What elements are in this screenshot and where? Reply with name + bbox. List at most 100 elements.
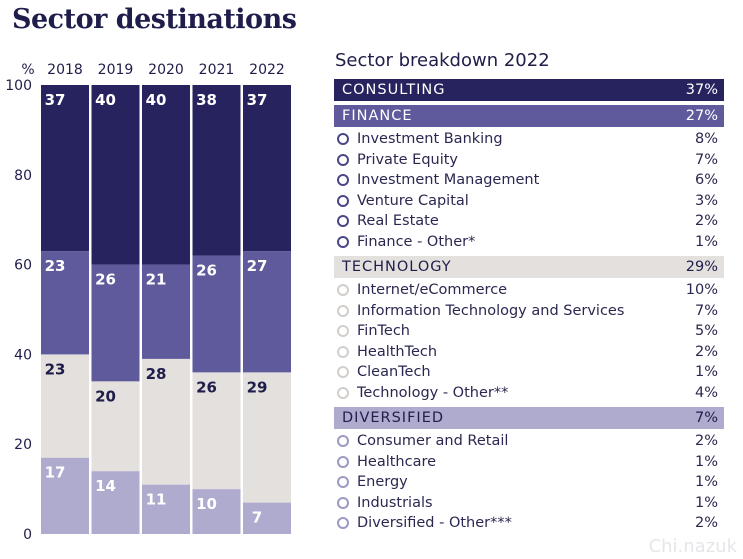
list-item: Finance - Other* 1% xyxy=(334,232,724,253)
bar-data-label: 28 xyxy=(146,365,167,383)
item-name: Investment Banking xyxy=(357,131,503,148)
bar-data-label: 20 xyxy=(95,387,116,405)
circle-bullet-icon xyxy=(337,284,349,297)
sector-section: TECHNOLOGY 29% Internet/eCommerce 10% Inform… xyxy=(334,256,724,403)
item-name: Venture Capital xyxy=(357,192,469,209)
sector-header-percent: 29% xyxy=(685,259,718,275)
bar-segment xyxy=(142,484,190,534)
list-item: Healthcare 1% xyxy=(334,452,724,473)
list-item: Real Estate 2% xyxy=(334,211,724,232)
x-category-label: 2019 xyxy=(98,62,134,78)
item-name: Diversified - Other*** xyxy=(357,515,512,532)
bar-data-label: 29 xyxy=(247,378,268,396)
bar-segment xyxy=(41,251,89,355)
item-name: Industrials xyxy=(357,494,433,511)
list-item: Information Technology and Services 7% xyxy=(334,301,724,322)
sector-header-percent: 27% xyxy=(685,108,718,124)
list-item: Investment Banking 8% xyxy=(334,129,724,150)
sector-header: CONSULTING 37% xyxy=(334,79,724,101)
circle-bullet-icon xyxy=(337,496,349,509)
list-item: Venture Capital 3% xyxy=(334,191,724,212)
item-percent: 4% xyxy=(694,384,718,401)
bar-segment xyxy=(91,471,140,534)
list-item: Energy 1% xyxy=(334,472,724,493)
bar-data-label: 38 xyxy=(196,91,217,109)
bar-data-label: 14 xyxy=(95,477,116,495)
item-name: Energy xyxy=(357,474,408,491)
stacked-bar-chart: % 0 20 40 60 80 100 2018 17 23 23 37 2019 14 20 26 40 202… xyxy=(5,62,291,543)
sector-section: CONSULTING 37% xyxy=(334,79,724,101)
sector-header: TECHNOLOGY 29% xyxy=(334,256,724,278)
bar-data-label: 37 xyxy=(247,91,268,109)
bar-data-label: 23 xyxy=(45,360,66,378)
item-percent: 2% xyxy=(694,433,718,450)
y-tick-label: 100 xyxy=(5,78,32,94)
bar-data-label: 26 xyxy=(196,378,217,396)
list-item: FinTech 5% xyxy=(334,321,724,342)
sector-header-label: FINANCE xyxy=(342,108,413,124)
bar-segment xyxy=(243,372,291,503)
item-percent: 5% xyxy=(694,323,718,340)
sector-header-label: TECHNOLOGY xyxy=(342,259,452,275)
bar-segment xyxy=(243,502,291,534)
list-item: Investment Management 6% xyxy=(334,170,724,191)
item-name: HealthTech xyxy=(357,343,438,360)
sector-header-label: CONSULTING xyxy=(342,82,446,98)
item-name: Real Estate xyxy=(357,213,439,230)
item-name: Private Equity xyxy=(357,151,459,168)
circle-bullet-icon xyxy=(337,435,349,448)
item-name: Finance - Other* xyxy=(357,233,476,250)
item-name: CleanTech xyxy=(357,364,431,381)
circle-bullet-icon xyxy=(337,386,349,399)
x-category-label: 2020 xyxy=(148,62,184,78)
item-percent: 2% xyxy=(694,515,718,532)
bar-data-label: 37 xyxy=(45,91,66,109)
circle-bullet-icon xyxy=(337,194,349,207)
item-percent: 2% xyxy=(694,213,718,230)
y-tick-label: 60 xyxy=(14,258,32,274)
list-item: Diversified - Other*** 2% xyxy=(334,513,724,534)
item-percent: 1% xyxy=(694,364,718,381)
item-percent: 1% xyxy=(694,494,718,511)
breakdown-title: Sector breakdown 2022 xyxy=(335,50,550,71)
item-name: Consumer and Retail xyxy=(357,433,509,450)
list-item: Internet/eCommerce 10% xyxy=(334,280,724,301)
y-tick-label: 80 xyxy=(14,168,32,184)
item-percent: 3% xyxy=(694,192,718,209)
x-category-label: 2018 xyxy=(47,62,83,78)
sector-header-percent: 37% xyxy=(685,82,718,98)
bar-segment xyxy=(142,85,190,265)
bar-segment xyxy=(41,85,89,252)
list-item: Consumer and Retail 2% xyxy=(334,431,724,452)
item-percent: 1% xyxy=(694,233,718,250)
bar-segment xyxy=(91,381,140,472)
sector-section: FINANCE 27% Investment Banking 8% Private Eq… xyxy=(334,105,724,252)
bar-segment xyxy=(192,255,241,373)
circle-bullet-icon xyxy=(337,133,349,146)
circle-bullet-icon xyxy=(337,215,349,228)
sector-header: DIVERSIFIED 7% xyxy=(334,407,724,429)
y-tick-label: 20 xyxy=(14,437,32,453)
item-name: Investment Management xyxy=(357,172,540,189)
bar-data-label: 23 xyxy=(45,257,66,275)
item-percent: 2% xyxy=(694,343,718,360)
sector-header-percent: 7% xyxy=(694,410,718,426)
bar-segment xyxy=(41,354,89,458)
item-percent: 10% xyxy=(685,282,718,299)
y-axis-unit-label: % xyxy=(21,62,34,78)
y-tick-label: 40 xyxy=(14,347,32,363)
bar-segment xyxy=(192,85,241,256)
list-item: Technology - Other** 4% xyxy=(334,383,724,404)
page-title: Sector destinations xyxy=(12,4,297,35)
circle-bullet-icon xyxy=(337,325,349,338)
bar-data-label: 26 xyxy=(196,262,217,280)
bar-data-label: 11 xyxy=(146,491,167,509)
bar-segment xyxy=(192,489,241,534)
list-item: CleanTech 1% xyxy=(334,362,724,383)
circle-bullet-icon xyxy=(337,304,349,317)
bar-segment xyxy=(91,264,140,382)
bar-segment xyxy=(243,85,291,252)
bar-data-label: 40 xyxy=(95,91,116,109)
circle-bullet-icon xyxy=(337,366,349,379)
item-percent: 1% xyxy=(694,474,718,491)
